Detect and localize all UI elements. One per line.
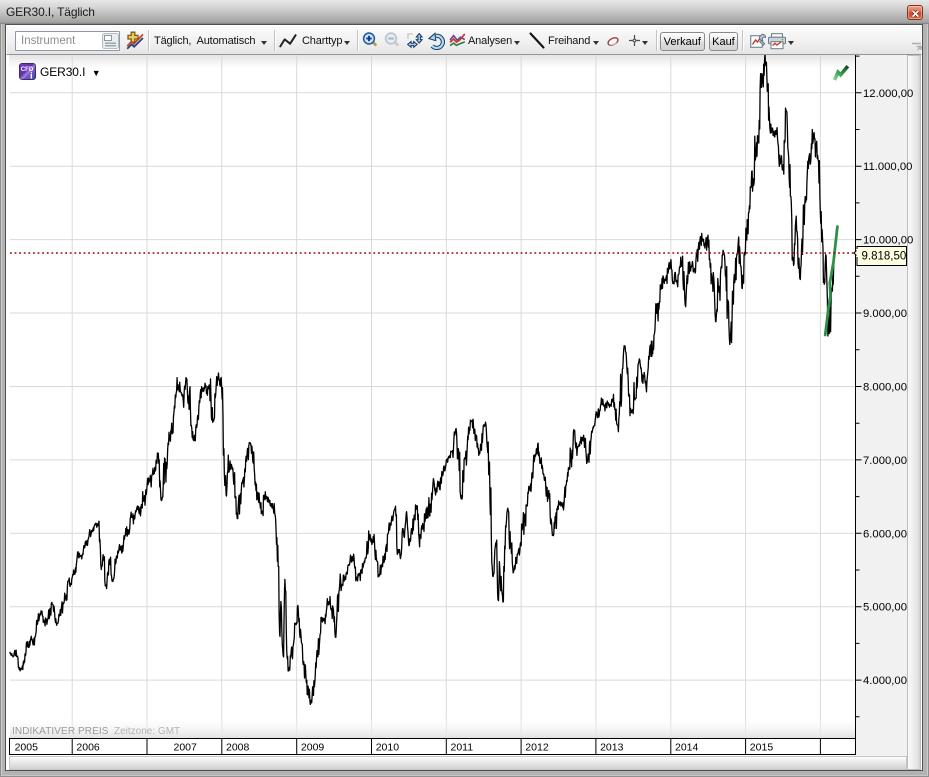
svg-text:9.818,50: 9.818,50: [862, 251, 907, 263]
svg-text:2011: 2011: [451, 742, 474, 754]
svg-text:4.000,00: 4.000,00: [863, 675, 907, 687]
svg-text:Zeitzone: GMT: Zeitzone: GMT: [114, 726, 180, 737]
svg-text:2005: 2005: [15, 742, 39, 754]
svg-text:2010: 2010: [376, 742, 400, 754]
svg-text:6.000,00: 6.000,00: [863, 528, 907, 540]
svg-text:2008: 2008: [226, 742, 250, 754]
svg-text:5.000,00: 5.000,00: [863, 602, 907, 614]
svg-text:2012: 2012: [525, 742, 549, 754]
svg-text:2006: 2006: [76, 742, 100, 754]
svg-text:i: i: [30, 71, 33, 80]
svg-text:10.000,00: 10.000,00: [863, 235, 913, 247]
svg-text:INDIKATIVER PREIS: INDIKATIVER PREIS: [12, 726, 109, 737]
svg-text:CFD: CFD: [21, 66, 34, 73]
svg-text:11.000,00: 11.000,00: [863, 161, 912, 173]
svg-text:12.000,00: 12.000,00: [863, 88, 913, 100]
svg-text:2013: 2013: [600, 742, 624, 754]
svg-text:2014: 2014: [675, 742, 699, 754]
svg-text:8.000,00: 8.000,00: [863, 382, 907, 394]
svg-text:9.000,00: 9.000,00: [863, 308, 907, 320]
svg-text:2007: 2007: [174, 742, 198, 754]
svg-text:7.000,00: 7.000,00: [863, 455, 907, 467]
svg-text:2015: 2015: [750, 742, 774, 754]
svg-text:2009: 2009: [301, 742, 325, 754]
